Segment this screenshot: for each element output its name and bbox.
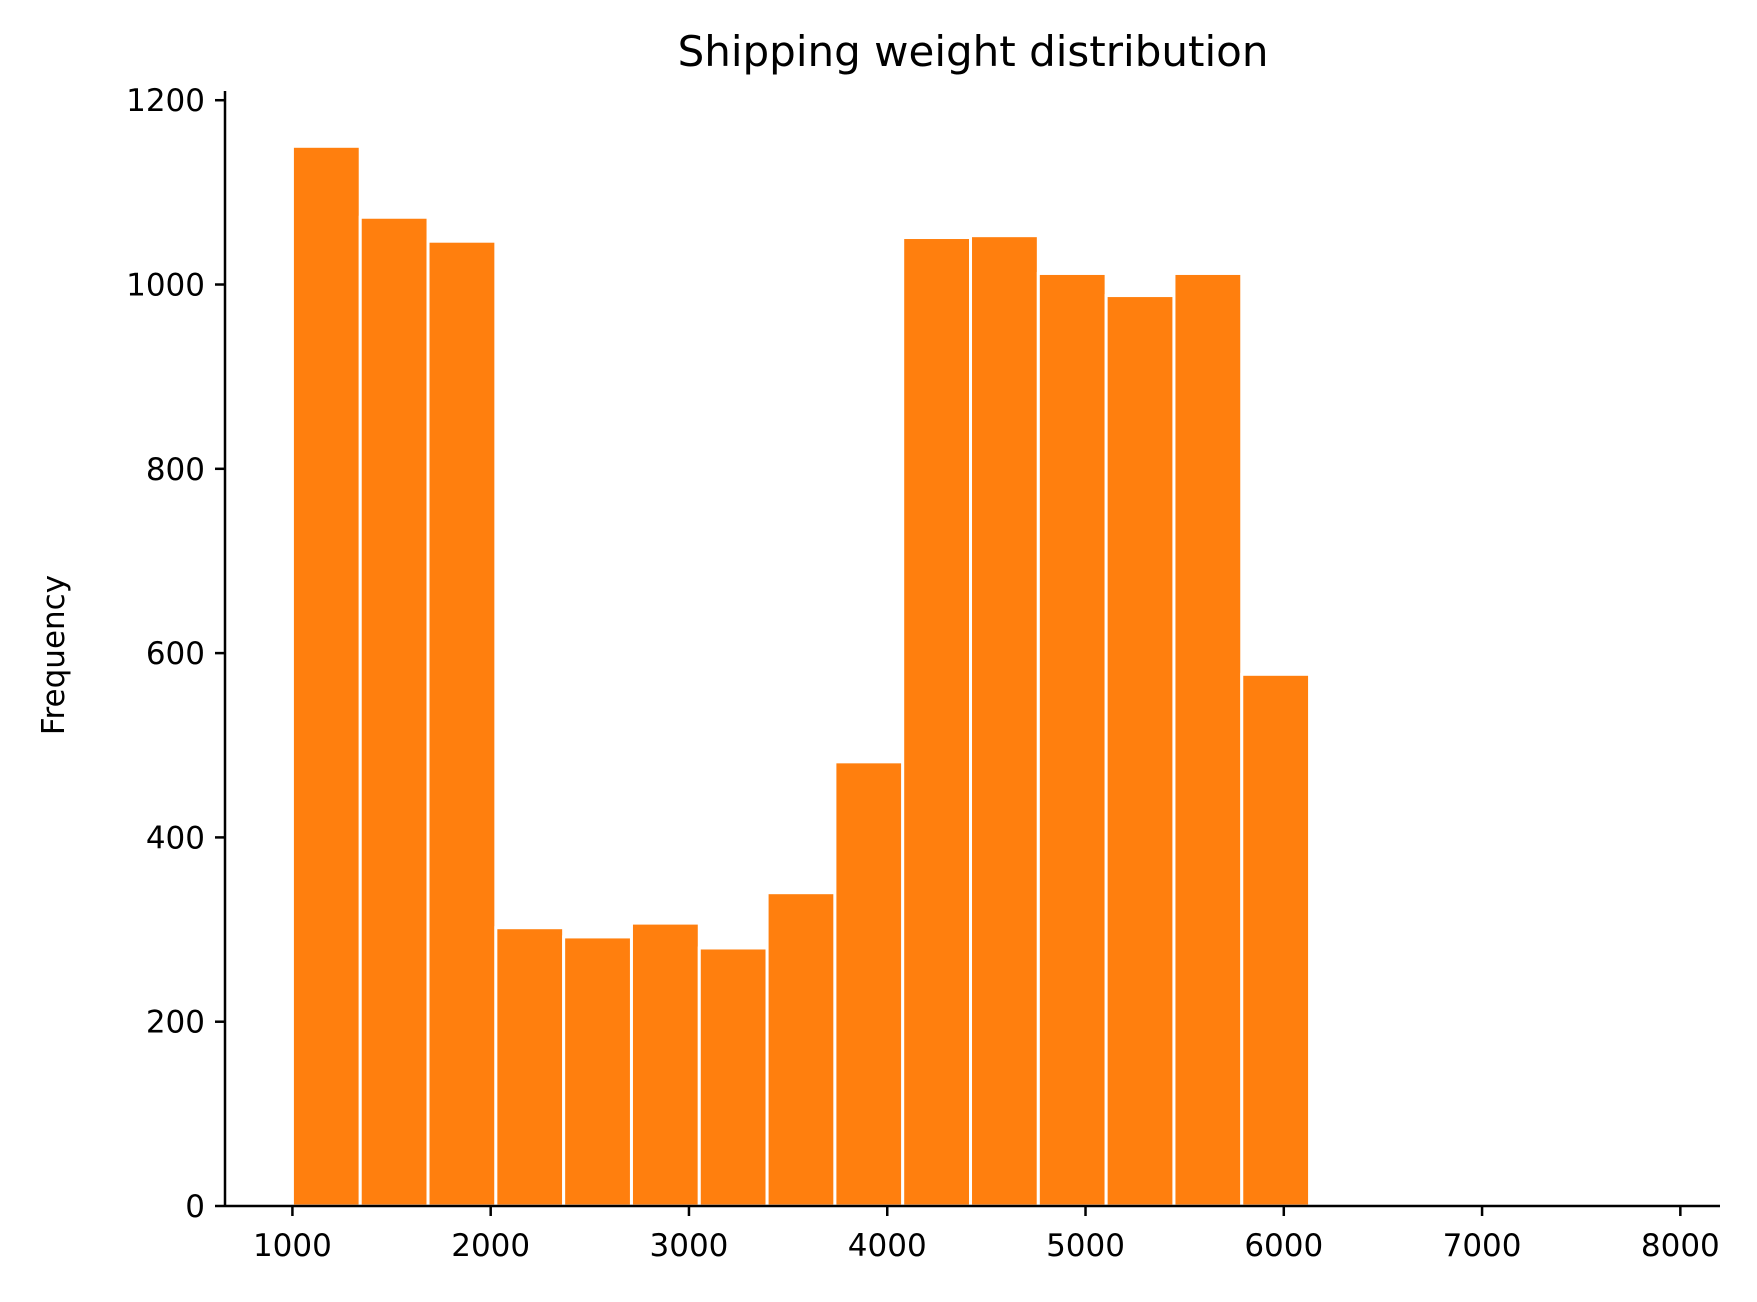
x-tick-label: 2000 <box>451 1228 530 1264</box>
x-axis-ticks: 1000 2000 3000 4000 5000 6000 7000 8000 <box>253 1206 1720 1264</box>
histogram-bar <box>426 239 498 1208</box>
y-tick-label: 600 <box>146 636 205 672</box>
histogram-bar <box>1172 271 1244 1208</box>
x-tick-label: 8000 <box>1641 1228 1720 1264</box>
x-tick-label: 5000 <box>1046 1228 1125 1264</box>
x-tick-label: 7000 <box>1443 1228 1522 1264</box>
bars-group <box>290 144 1312 1208</box>
y-tick-label: 400 <box>146 820 205 856</box>
x-tick-label: 6000 <box>1244 1228 1323 1264</box>
histogram-bar <box>969 234 1040 1208</box>
y-tick-label: 1000 <box>126 268 205 304</box>
x-tick-label: 4000 <box>848 1228 927 1264</box>
histogram-bar <box>290 144 362 1208</box>
histogram-bar <box>629 921 701 1208</box>
histogram-bar <box>1036 271 1108 1208</box>
histogram-bar <box>697 946 769 1208</box>
histogram-bar <box>833 760 905 1208</box>
x-tick-label: 1000 <box>253 1228 332 1264</box>
chart-title: Shipping weight distribution <box>678 27 1269 76</box>
histogram-bar <box>1240 672 1312 1208</box>
y-axis-ticks: 0 200 400 600 800 1000 1200 <box>126 83 225 1225</box>
histogram-bar <box>358 215 430 1208</box>
x-tick-label: 3000 <box>650 1228 729 1264</box>
histogram-bar <box>901 236 973 1208</box>
y-tick-label: 1200 <box>126 83 205 119</box>
y-tick-label: 0 <box>185 1189 205 1225</box>
y-tick-label: 800 <box>146 452 205 488</box>
y-tick-label: 200 <box>146 1005 205 1041</box>
y-axis-label: Frequency <box>36 575 72 735</box>
histogram-bar <box>765 891 837 1208</box>
histogram-bar <box>562 935 633 1208</box>
histogram-bar <box>494 926 566 1208</box>
histogram-bar <box>1104 294 1176 1208</box>
